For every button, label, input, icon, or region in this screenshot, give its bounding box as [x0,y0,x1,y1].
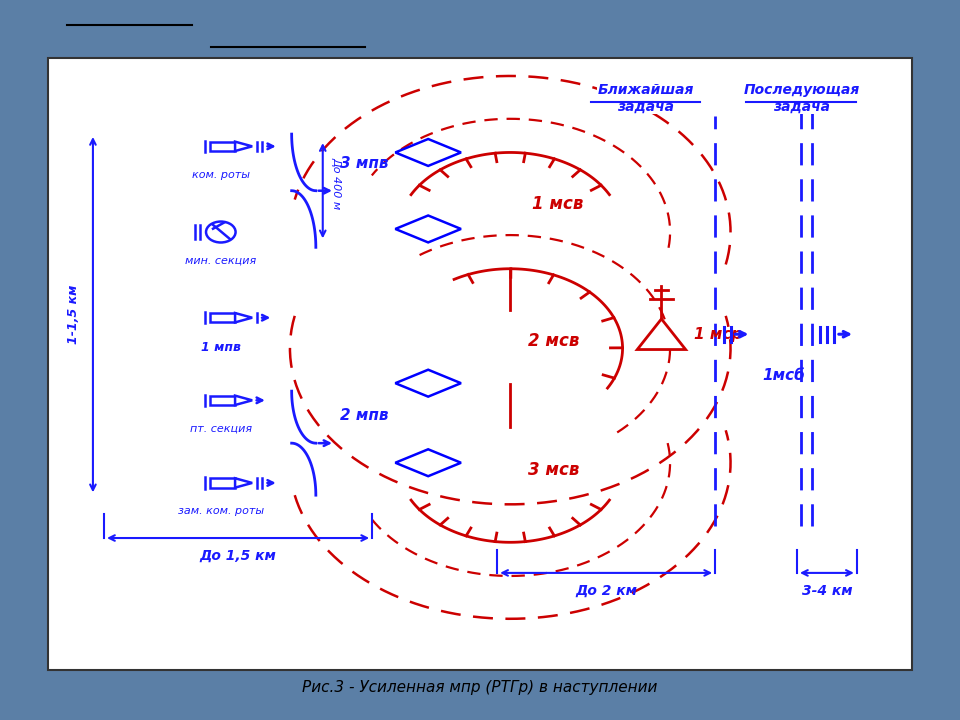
Text: 1 мпв: 1 мпв [201,341,241,354]
Text: Ближайшая
задача: Ближайшая задача [598,84,694,114]
Text: 3-4 км: 3-4 км [802,584,852,598]
Text: мин. секция: мин. секция [185,256,256,265]
Text: Рис.3 - Усиленная мпр (РТГр) в наступлении: Рис.3 - Усиленная мпр (РТГр) в наступлен… [302,680,658,695]
Text: 3 мсв: 3 мсв [528,461,579,479]
Text: 1мсб: 1мсб [762,369,805,383]
Text: пт. секция: пт. секция [190,423,252,433]
Bar [210,313,235,323]
Polygon shape [235,313,252,323]
Polygon shape [396,449,461,476]
Bar [210,395,235,405]
Text: До 1,5 км: До 1,5 км [200,549,276,563]
Text: 1 мсв: 1 мсв [532,195,584,213]
Bar [210,142,235,151]
Text: ком. роты: ком. роты [192,170,250,179]
Text: 2 мпв: 2 мпв [340,408,389,423]
Text: Последующая
задача: Последующая задача [743,84,859,114]
Polygon shape [235,142,252,151]
Polygon shape [637,319,685,349]
Polygon shape [396,370,461,397]
Text: 2 мсв: 2 мсв [528,332,579,350]
Text: 3 мпв: 3 мпв [340,156,389,171]
Text: До 2 км: До 2 км [575,584,637,598]
Text: 1-1,5 км: 1-1,5 км [67,285,81,344]
Polygon shape [235,395,252,405]
Text: До 400 м: До 400 м [331,157,342,210]
Polygon shape [235,478,252,487]
Circle shape [206,222,235,243]
Text: зам. ком. роты: зам. ком. роты [178,506,264,516]
Text: 1 мср: 1 мср [694,328,742,342]
FancyBboxPatch shape [48,58,912,670]
Bar [210,478,235,487]
Polygon shape [396,215,461,243]
Polygon shape [396,139,461,166]
